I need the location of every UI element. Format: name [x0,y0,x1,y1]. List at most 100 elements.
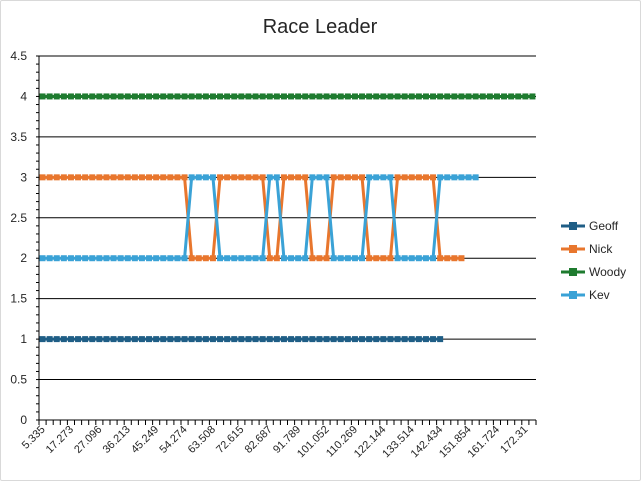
legend-swatch-marker [569,291,577,299]
data-point [110,336,117,343]
data-point [458,93,465,100]
data-point [302,255,309,262]
data-point [202,174,209,181]
data-point [422,93,429,100]
legend-swatch-marker [569,268,577,276]
data-point [437,174,444,181]
y-tick-label: 0 [20,413,27,427]
data-point [195,93,202,100]
data-point [273,255,280,262]
x-tick-label: 82.687 [243,424,275,456]
data-point [117,255,124,262]
series-geoff [39,336,444,343]
data-point [401,174,408,181]
data-point [153,174,160,181]
data-point [501,93,508,100]
data-point [451,174,458,181]
data-point [288,255,295,262]
data-point [430,336,437,343]
data-point [309,336,316,343]
data-point [273,174,280,181]
data-point [231,255,238,262]
data-point [408,255,415,262]
data-point [181,336,188,343]
data-point [472,174,479,181]
legend-item-woody: Woody [561,265,626,279]
data-point [259,255,266,262]
data-point [202,255,209,262]
data-point [238,255,245,262]
data-point [89,174,96,181]
data-point [217,255,224,262]
data-point [351,174,358,181]
data-point [82,93,89,100]
data-point [82,174,89,181]
data-point [330,174,337,181]
data-point [110,255,117,262]
data-point [387,174,394,181]
legend-item-geoff: Geoff [561,219,619,233]
x-tick-label: 54.274 [157,424,189,456]
data-point [117,93,124,100]
data-point [437,255,444,262]
data-point [67,336,74,343]
series-group [39,93,536,343]
x-tick-label: 63.508 [186,424,218,456]
axes [36,55,537,425]
data-point [273,93,280,100]
data-point [138,93,145,100]
data-point [401,255,408,262]
data-point [181,174,188,181]
data-point [174,255,181,262]
data-point [82,336,89,343]
data-point [444,174,451,181]
data-point [195,174,202,181]
data-point [295,93,302,100]
data-point [344,93,351,100]
data-point [174,174,181,181]
data-point [46,174,53,181]
data-point [138,336,145,343]
data-point [430,174,437,181]
data-point [46,336,53,343]
data-point [110,93,117,100]
y-tick-label: 3.5 [10,130,27,144]
data-point [89,93,96,100]
data-point [131,255,138,262]
data-point [245,93,252,100]
legend-swatch-marker [569,222,577,230]
legend-label: Geoff [589,219,619,233]
data-point [252,255,259,262]
data-point [337,174,344,181]
data-point [259,336,266,343]
data-point [458,174,465,181]
data-point [366,174,373,181]
y-tick-label: 4 [20,89,27,103]
data-point [195,336,202,343]
data-point [217,93,224,100]
data-point [344,255,351,262]
data-point [67,255,74,262]
data-point [422,255,429,262]
data-point [67,93,74,100]
data-point [437,336,444,343]
data-point [280,255,287,262]
data-point [60,93,67,100]
data-point [75,174,82,181]
data-point [252,336,259,343]
data-point [202,336,209,343]
data-point [415,174,422,181]
data-point [288,336,295,343]
data-point [280,93,287,100]
data-point [39,336,46,343]
data-point [430,93,437,100]
data-point [515,93,522,100]
data-point [174,93,181,100]
data-point [245,336,252,343]
legend-label: Nick [589,242,613,256]
data-point [124,174,131,181]
data-point [96,336,103,343]
y-tick-labels: 0 0.5 1 1.5 2 2.5 3 3.5 4 4.5 [10,49,27,427]
data-point [394,255,401,262]
data-point [351,255,358,262]
